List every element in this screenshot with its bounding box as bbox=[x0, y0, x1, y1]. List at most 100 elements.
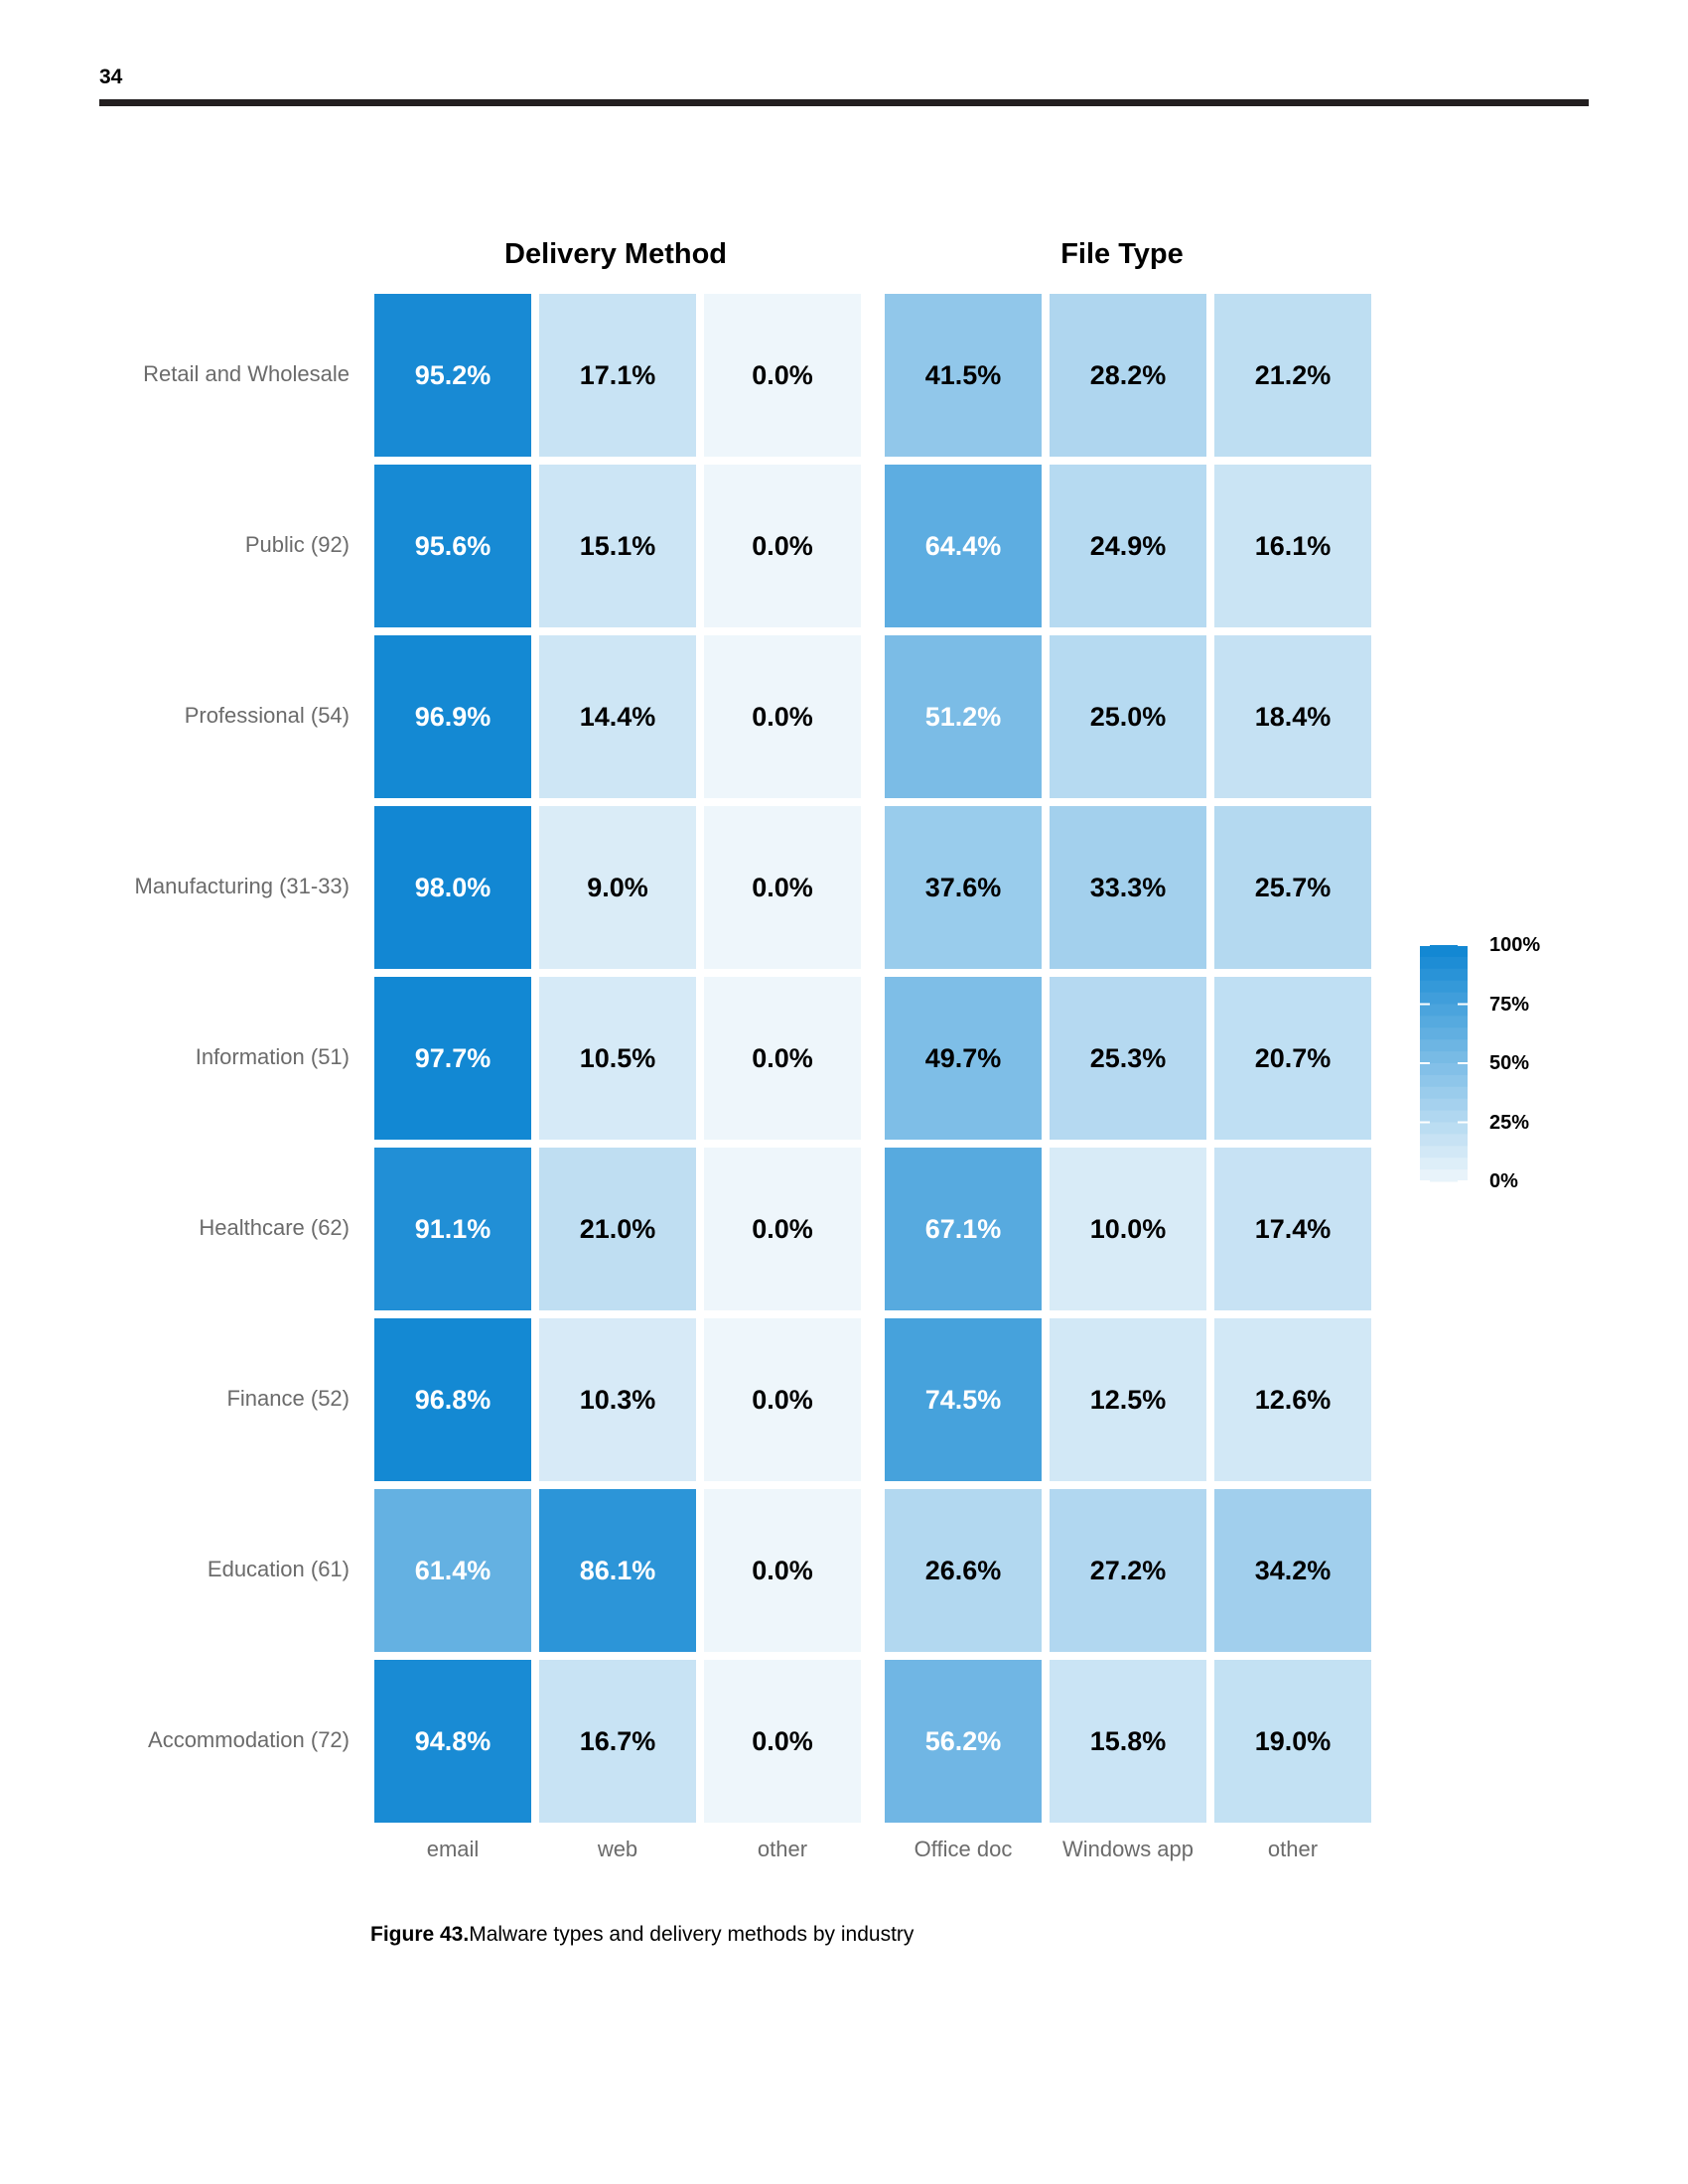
legend-swatch bbox=[1420, 1169, 1468, 1182]
heatmap-cell bbox=[374, 1148, 531, 1310]
heatmap-cell-label: 61.4% bbox=[415, 1556, 492, 1585]
heatmap-cell-label: 94.8% bbox=[415, 1726, 492, 1756]
row-label: Accommodation (72) bbox=[148, 1727, 350, 1752]
heatmap-cell-label: 86.1% bbox=[580, 1556, 656, 1585]
heatmap-cell bbox=[1050, 977, 1206, 1140]
heatmap-cell-label: 24.9% bbox=[1090, 531, 1167, 561]
heatmap-cell bbox=[374, 1318, 531, 1481]
heatmap-cell-label: 17.4% bbox=[1255, 1214, 1332, 1244]
heatmap-cell bbox=[704, 465, 861, 627]
heatmap-cell-label: 28.2% bbox=[1090, 360, 1167, 390]
legend-swatch bbox=[1420, 1146, 1468, 1159]
heatmap-cell-label: 74.5% bbox=[925, 1385, 1002, 1415]
heatmap-cell-label: 91.1% bbox=[415, 1214, 492, 1244]
column-label: other bbox=[1267, 1837, 1319, 1861]
legend-swatch bbox=[1420, 1051, 1468, 1064]
heatmap-cell-label: 10.3% bbox=[580, 1385, 656, 1415]
legend-swatch bbox=[1420, 1063, 1468, 1076]
heatmap-cell-label: 19.0% bbox=[1255, 1726, 1332, 1756]
heatmap-cell bbox=[704, 1318, 861, 1481]
heatmap-cell bbox=[374, 806, 531, 969]
legend-swatch bbox=[1420, 1016, 1468, 1028]
heatmap-cell-label: 0.0% bbox=[752, 702, 813, 732]
heatmap-cell bbox=[885, 977, 1042, 1140]
heatmap-cell bbox=[539, 1660, 696, 1823]
heatmap-cell bbox=[704, 1148, 861, 1310]
heatmap-cell-label: 21.2% bbox=[1255, 360, 1332, 390]
heatmap-cell-label: 95.2% bbox=[415, 360, 492, 390]
heatmap-cell bbox=[539, 465, 696, 627]
legend-label: 100% bbox=[1489, 934, 1541, 956]
column-label: Windows app bbox=[1061, 1837, 1195, 1861]
heatmap-cell bbox=[704, 1489, 861, 1652]
page-number: 34 bbox=[99, 66, 123, 88]
heatmap-cell bbox=[1214, 1660, 1371, 1823]
heatmap-cell bbox=[1214, 806, 1371, 969]
heatmap-cell-label: 14.4% bbox=[580, 702, 656, 732]
heatmap-cell bbox=[374, 294, 531, 457]
heatmap-cell-label: 51.2% bbox=[925, 702, 1002, 732]
heatmap-cell bbox=[1050, 1660, 1206, 1823]
heatmap-cell bbox=[1050, 1148, 1206, 1310]
heatmap-cell bbox=[1050, 1318, 1206, 1481]
heatmap-cell bbox=[374, 977, 531, 1140]
heatmap-cell bbox=[539, 977, 696, 1140]
heatmap-cell bbox=[539, 1489, 696, 1652]
legend-swatch bbox=[1420, 1110, 1468, 1123]
heatmap-cell bbox=[1050, 465, 1206, 627]
heatmap-cell bbox=[885, 1318, 1042, 1481]
legend-label: 0% bbox=[1489, 1170, 1518, 1192]
legend-swatch bbox=[1420, 968, 1468, 982]
legend-swatch bbox=[1420, 1039, 1468, 1052]
heatmap-cell-label: 15.8% bbox=[1090, 1726, 1167, 1756]
heatmap-cell-label: 12.6% bbox=[1255, 1385, 1332, 1415]
figure-caption-label: Figure 43. bbox=[370, 1923, 470, 1946]
heatmap-cell bbox=[1050, 635, 1206, 798]
heatmap-cell-label: 9.0% bbox=[587, 873, 648, 902]
heatmap-cell bbox=[1050, 294, 1206, 457]
heatmap-cell-label: 0.0% bbox=[752, 873, 813, 902]
heatmap-cell-label: 27.2% bbox=[1090, 1556, 1167, 1585]
group-title-delivery-method: Delivery Method bbox=[504, 238, 727, 270]
row-label: Public (92) bbox=[244, 532, 350, 557]
heatmap-cell-label: 0.0% bbox=[752, 1043, 813, 1073]
heatmap-cell bbox=[1050, 1489, 1206, 1652]
legend-swatch bbox=[1420, 992, 1468, 1005]
heatmap-cell bbox=[704, 806, 861, 969]
legend-swatch bbox=[1420, 1134, 1468, 1147]
legend-swatch bbox=[1420, 956, 1468, 970]
column-label: Office doc bbox=[914, 1837, 1013, 1861]
legend-label: 50% bbox=[1489, 1052, 1530, 1074]
heatmap-cell-label: 0.0% bbox=[752, 1556, 813, 1585]
heatmap-cell bbox=[1214, 465, 1371, 627]
heatmap-cell bbox=[1050, 806, 1206, 969]
group-title-file-type: File Type bbox=[1060, 238, 1184, 270]
legend-swatch bbox=[1420, 1027, 1468, 1040]
heatmap-cell bbox=[539, 1148, 696, 1310]
heatmap-cell-label: 49.7% bbox=[925, 1043, 1002, 1073]
heatmap-cell-label: 67.1% bbox=[925, 1214, 1002, 1244]
legend-swatch bbox=[1420, 1004, 1468, 1017]
heatmap-cell-label: 96.8% bbox=[415, 1385, 492, 1415]
row-label: Healthcare (62) bbox=[199, 1215, 350, 1240]
header-rule bbox=[99, 99, 1589, 106]
legend-swatch bbox=[1420, 980, 1468, 994]
heatmap-cell-label: 16.1% bbox=[1255, 531, 1332, 561]
legend-swatch bbox=[1420, 1086, 1468, 1100]
legend-swatch bbox=[1420, 1158, 1468, 1170]
heatmap-cell bbox=[1214, 294, 1371, 457]
column-label: web bbox=[597, 1837, 638, 1861]
heatmap-cell-label: 0.0% bbox=[752, 531, 813, 561]
heatmap-cell-label: 98.0% bbox=[415, 873, 492, 902]
column-label: email bbox=[426, 1837, 480, 1861]
legend-swatch bbox=[1420, 1098, 1468, 1112]
heatmap-cell-label: 64.4% bbox=[925, 531, 1002, 561]
heatmap-cell bbox=[1214, 1318, 1371, 1481]
heatmap-cell bbox=[704, 1660, 861, 1823]
heatmap-cell bbox=[885, 806, 1042, 969]
heatmap-cell-label: 16.7% bbox=[580, 1726, 656, 1756]
heatmap-cell-label: 20.7% bbox=[1255, 1043, 1332, 1073]
heatmap-cell bbox=[539, 294, 696, 457]
heatmap-cell-label: 25.3% bbox=[1090, 1043, 1167, 1073]
